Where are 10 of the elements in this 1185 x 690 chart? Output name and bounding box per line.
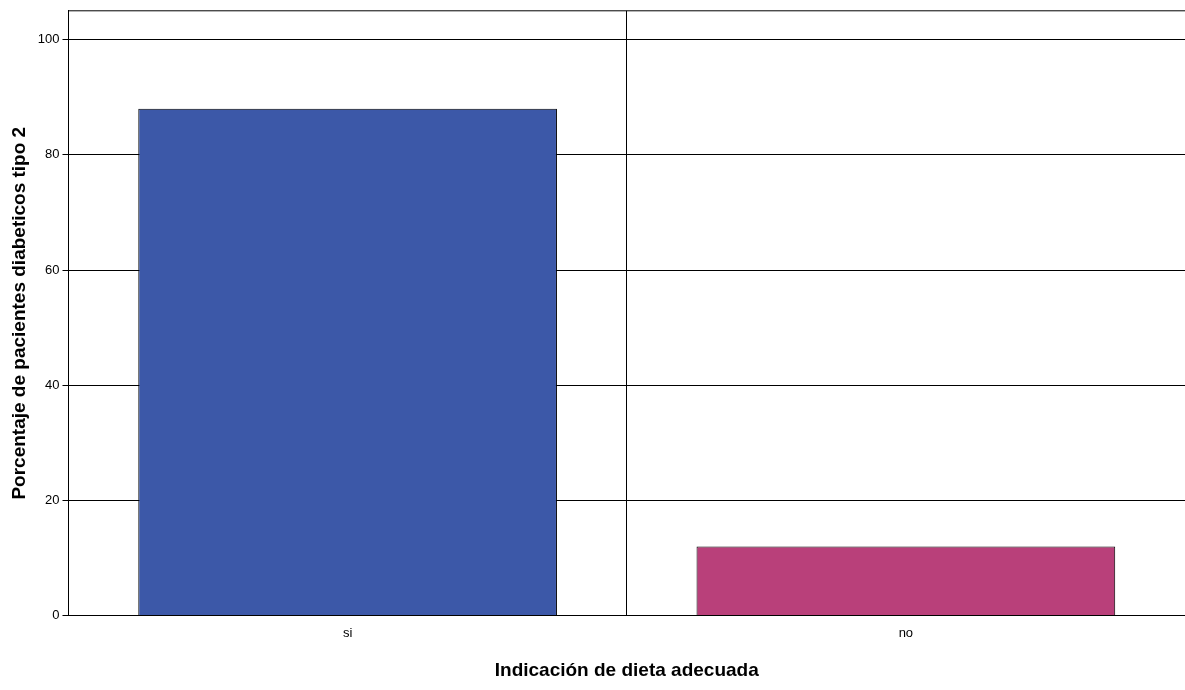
y-tick-label: 80: [45, 146, 60, 162]
x-tick-label: no: [898, 624, 914, 640]
y-tick-label: 40: [45, 376, 60, 392]
y-tick-label: 60: [45, 261, 60, 277]
y-axis-title: Porcentaje de pacientes diabeticos tipo 2: [7, 126, 29, 500]
y-tick-label: 100: [37, 31, 60, 47]
y-tick-label: 20: [45, 491, 60, 507]
x-tick-label: si: [342, 624, 353, 640]
y-tick-label: 0: [52, 607, 60, 623]
x-axis-title: Indicación de dieta adecuada: [494, 658, 760, 680]
